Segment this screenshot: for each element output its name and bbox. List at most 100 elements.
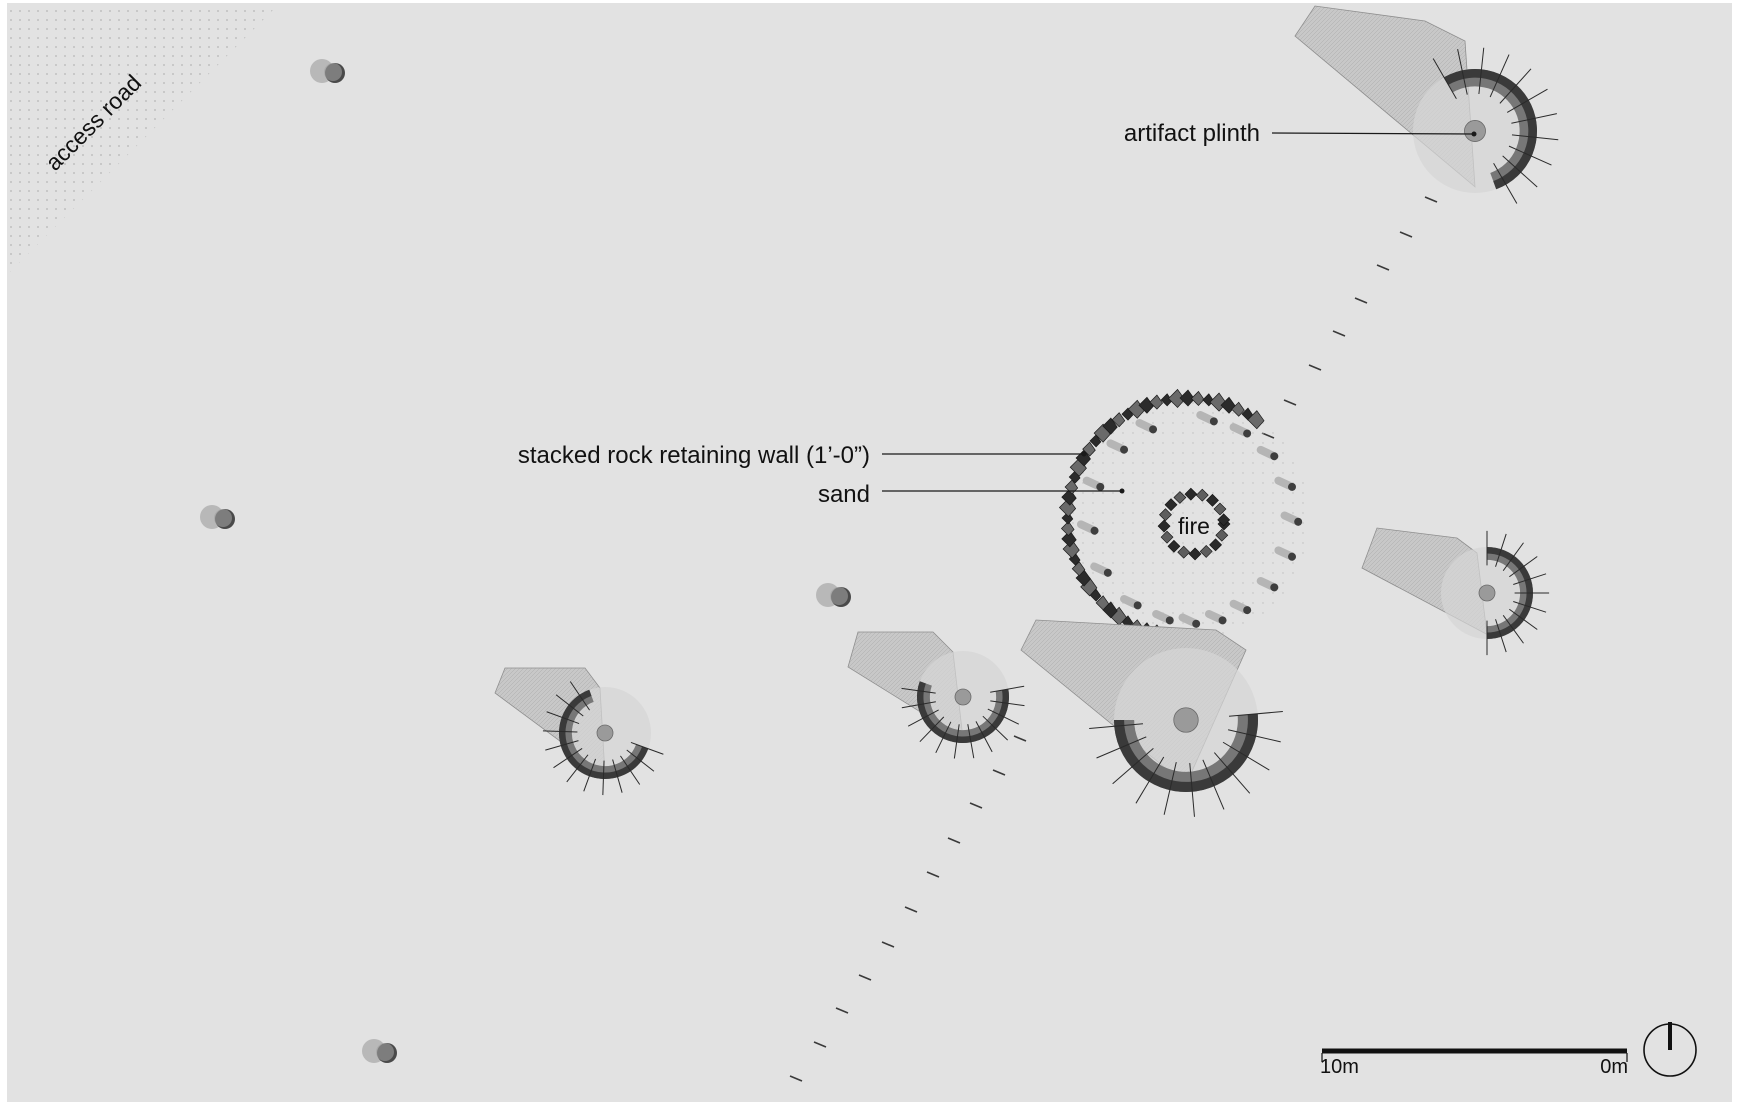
path-marker <box>926 871 940 878</box>
wall-rock <box>1102 417 1118 435</box>
shelter-rafter <box>1509 556 1538 578</box>
scale-bar: 10m 0m <box>1320 1048 1628 1078</box>
seat-stone <box>1178 613 1201 628</box>
bollard <box>816 583 851 607</box>
shelter-rafter <box>1513 601 1547 613</box>
shelter-rafter <box>546 711 580 725</box>
shelter-rafter <box>620 755 641 785</box>
shelter-wall <box>559 689 649 779</box>
fire-rock <box>1173 491 1187 504</box>
seat-stone <box>1082 476 1105 491</box>
fire-rock <box>1195 488 1209 502</box>
path-marker <box>1399 231 1413 238</box>
wall-rock <box>1082 441 1096 457</box>
shelter-rafter <box>1502 155 1538 188</box>
shelter-rafter <box>626 749 655 772</box>
fire-rock <box>1206 493 1219 507</box>
seat-stone <box>1204 609 1227 625</box>
path-marker <box>1013 735 1027 742</box>
shelter-rafter <box>990 700 1025 707</box>
wall-rock <box>1231 401 1245 417</box>
seat-stone <box>1076 520 1099 535</box>
fire-rock <box>1164 498 1178 512</box>
artifact-plinth-label: artifact plinth <box>1124 120 1260 147</box>
access-road: access road <box>7 3 280 275</box>
wall-rock <box>1138 396 1154 414</box>
shelter-rafter <box>1511 134 1559 141</box>
seat-stone <box>1120 595 1142 610</box>
wall-rock <box>1060 520 1075 536</box>
path-marker <box>789 1075 803 1082</box>
shelter-center <box>954 688 972 706</box>
shelter-rafter <box>545 740 579 751</box>
shelter-rafter <box>975 721 993 753</box>
shelter-rafter <box>901 701 936 709</box>
fire-label: fire <box>1178 513 1210 539</box>
shelter-rafter <box>1202 759 1225 810</box>
shelter-rafter <box>907 709 939 727</box>
seat-stone <box>1274 546 1297 561</box>
fire-rock <box>1177 545 1191 559</box>
path-marker <box>1308 364 1322 371</box>
shelter-rafter <box>987 708 1020 725</box>
scale-bar-right-label: 0m <box>1600 1056 1628 1078</box>
wall-rock <box>1121 407 1134 421</box>
shelter-rafter <box>1227 729 1281 743</box>
shelter-rafter <box>1213 752 1251 794</box>
path-marker <box>1332 330 1346 337</box>
path-marker <box>904 906 918 913</box>
path-marker <box>858 974 872 981</box>
shelter-center <box>1478 584 1496 602</box>
shelter-rafter <box>1495 619 1507 653</box>
wall-rock <box>1068 470 1081 484</box>
shelter-rafter <box>1222 741 1270 771</box>
annotation-sand: sand <box>818 481 1125 508</box>
shelter-rafter <box>1513 573 1547 585</box>
shelter-rafter <box>1135 756 1165 804</box>
path-marker <box>969 802 983 809</box>
seat-stone <box>1106 439 1129 454</box>
wall-rock <box>1111 412 1126 428</box>
shelter-rafter <box>1502 542 1524 571</box>
shelter-rafter <box>1508 145 1552 166</box>
shelter <box>1020 619 1283 817</box>
wall-rock <box>1247 410 1265 430</box>
shelter-rafter <box>1506 88 1548 113</box>
shelter-rafter <box>1089 723 1144 729</box>
shelter-center <box>1173 707 1199 733</box>
wall-rock <box>1071 561 1086 577</box>
bollard <box>310 59 345 83</box>
shelter-rafter <box>1499 68 1532 104</box>
shelter-center <box>596 724 614 742</box>
path-marker <box>1283 399 1297 406</box>
shelter-rafter <box>630 741 664 755</box>
fire-circle: fire <box>1058 388 1310 644</box>
shelter-rafter <box>1163 761 1177 815</box>
wall-rock <box>1149 394 1163 410</box>
path-marker <box>1354 297 1368 304</box>
shelter-rafter <box>583 758 597 792</box>
shelter-rafter <box>953 724 960 759</box>
fire-rock <box>1160 530 1174 544</box>
seat-stone <box>1229 599 1252 615</box>
wall-rock <box>1089 434 1102 448</box>
path-marker <box>813 1041 827 1048</box>
shelter-rafter <box>555 694 584 717</box>
path-marker <box>1424 196 1438 203</box>
path-marker <box>992 769 1006 776</box>
shelter-rafter <box>1432 58 1457 100</box>
fire-rock <box>1159 508 1172 522</box>
shelter-rafter <box>990 685 1025 693</box>
seat-stone <box>1135 419 1158 434</box>
shelter-rafter <box>967 724 975 759</box>
north-arrow-icon <box>1643 1022 1697 1077</box>
path-marker <box>947 837 961 844</box>
sand-label: sand <box>818 481 870 508</box>
shelter-rafter <box>1228 711 1283 717</box>
shelter-rafter <box>569 681 590 711</box>
fire-rock <box>1167 539 1181 553</box>
shelter-rafter <box>1478 47 1485 95</box>
shelter-rafter <box>602 760 605 796</box>
shelter-wall <box>1444 68 1537 190</box>
